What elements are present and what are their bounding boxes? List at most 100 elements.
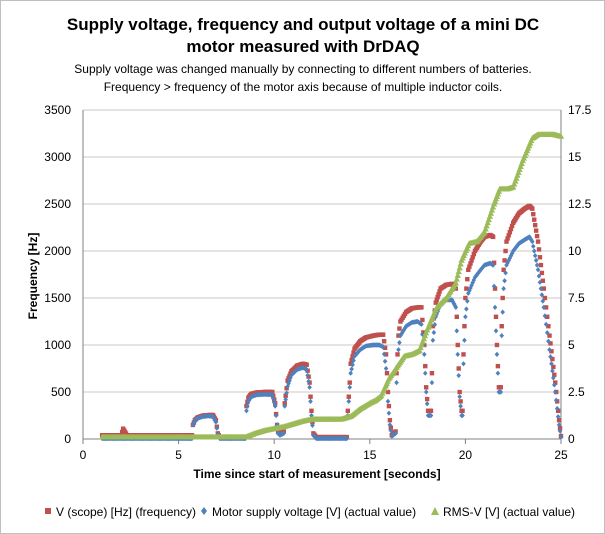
- data-point-frequency: [531, 211, 536, 217]
- series-supply-voltage: [99, 234, 564, 442]
- data-point-rms-voltage: [418, 341, 425, 348]
- data-point-frequency: [435, 294, 440, 300]
- data-point-supply-voltage: [553, 397, 559, 403]
- data-point-rms-voltage: [484, 219, 491, 226]
- data-point-frequency: [424, 385, 429, 390]
- data-point-supply-voltage: [541, 304, 547, 310]
- data-point-supply-voltage: [401, 327, 407, 333]
- data-point-supply-voltage: [500, 309, 505, 315]
- data-point-supply-voltage: [506, 257, 512, 263]
- data-point-supply-voltage: [555, 414, 561, 420]
- data-point-supply-voltage: [498, 389, 504, 395]
- data-point-supply-voltage: [549, 361, 554, 367]
- data-point-rms-voltage: [456, 264, 463, 271]
- y2-tick-label: 10: [568, 244, 582, 258]
- data-point-frequency: [547, 333, 552, 338]
- data-point-frequency: [499, 324, 504, 329]
- data-point-rms-voltage: [488, 207, 496, 213]
- data-point-frequency: [502, 258, 507, 263]
- data-point-frequency: [536, 247, 542, 252]
- data-point-frequency: [429, 371, 435, 376]
- data-point-frequency: [508, 226, 514, 232]
- data-point-frequency: [456, 366, 461, 371]
- data-point-rms-voltage: [514, 172, 521, 178]
- data-point-supply-voltage: [387, 422, 393, 428]
- data-point-supply-voltage: [394, 380, 399, 386]
- tick-layer: 0 500 1000 1500 2000 2500 3000 3500 0 2.5 5 7.5 10 12…: [44, 103, 591, 462]
- data-point-supply-voltage: [305, 372, 310, 378]
- data-point-frequency: [493, 314, 499, 319]
- data-point-frequency: [541, 286, 546, 291]
- data-point-rms-voltage: [455, 268, 462, 275]
- data-point-rms-voltage: [422, 329, 430, 336]
- data-point-supply-voltage: [557, 428, 563, 434]
- data-point-frequency: [471, 251, 477, 257]
- data-point-supply-voltage: [346, 398, 352, 404]
- data-point-frequency: [348, 361, 353, 366]
- y-axis-title: Frequency [Hz]: [26, 233, 40, 320]
- legend-marker-rms-voltage: [431, 507, 439, 515]
- legend-entry-frequency: V (scope) [Hz] (frequency): [45, 505, 196, 519]
- data-point-supply-voltage: [400, 329, 405, 335]
- data-point-frequency: [509, 223, 515, 229]
- data-point-supply-voltage: [452, 302, 458, 309]
- legend-label-frequency: V (scope) [Hz] (frequency): [56, 505, 196, 519]
- data-point-frequency: [283, 393, 288, 398]
- data-point-rms-voltage: [489, 203, 497, 210]
- data-point-supply-voltage: [543, 321, 549, 327]
- data-point-supply-voltage: [537, 279, 543, 285]
- data-point-supply-voltage: [247, 397, 252, 403]
- data-point-supply-voltage: [534, 262, 540, 268]
- chart-subtitle-line1: Supply voltage was changed manually by c…: [74, 62, 531, 76]
- data-point-supply-voltage: [449, 297, 455, 303]
- data-point-supply-voltage: [456, 372, 462, 379]
- data-point-frequency: [494, 342, 500, 348]
- data-point-frequency: [501, 267, 506, 272]
- data-point-frequency: [347, 380, 352, 385]
- axis-layer: [82, 110, 562, 444]
- data-point-supply-voltage: [490, 262, 496, 268]
- data-point-supply-voltage: [304, 366, 310, 373]
- data-point-supply-voltage: [432, 322, 438, 328]
- data-point-frequency: [385, 389, 391, 395]
- data-point-supply-voltage: [455, 351, 461, 357]
- data-point-supply-voltage: [552, 382, 557, 388]
- data-point-supply-voltage: [212, 417, 218, 423]
- grid-layer: [83, 109, 561, 393]
- data-point-frequency: [533, 228, 539, 233]
- legend-marker-frequency: [45, 508, 51, 514]
- data-point-supply-voltage: [308, 398, 313, 404]
- data-point-frequency: [469, 258, 474, 263]
- data-point-supply-voltage: [550, 368, 555, 374]
- data-point-frequency: [304, 362, 309, 367]
- data-point-supply-voltage: [539, 292, 545, 298]
- data-point-frequency: [491, 260, 497, 265]
- data-point-rms-voltage: [515, 169, 522, 175]
- data-point-frequency: [500, 295, 505, 301]
- data-point-rms-voltage: [518, 160, 525, 167]
- data-point-supply-voltage: [540, 298, 546, 304]
- data-point-frequency: [457, 389, 462, 395]
- data-point-frequency: [550, 356, 555, 362]
- data-point-supply-voltage: [214, 425, 220, 431]
- data-point-rms-voltage: [486, 213, 494, 219]
- data-point-supply-voltage: [495, 370, 501, 376]
- data-point-frequency: [540, 278, 546, 283]
- x-tick-label: 20: [459, 448, 473, 462]
- data-point-supply-voltage: [494, 351, 500, 357]
- data-point-frequency: [466, 267, 471, 272]
- chart-subtitle-line2: Frequency > frequency of the motor axis …: [104, 80, 503, 94]
- data-point-frequency: [463, 295, 468, 301]
- data-point-supply-voltage: [493, 328, 499, 334]
- data-point-frequency: [464, 286, 469, 291]
- data-point-supply-voltage: [397, 340, 402, 346]
- data-point-supply-voltage: [531, 248, 537, 254]
- data-point-frequency: [552, 372, 557, 377]
- legend-marker-supply-voltage: [201, 507, 207, 515]
- data-point-supply-voltage: [429, 380, 435, 386]
- data-point-frequency: [542, 295, 548, 301]
- data-point-rms-voltage: [485, 216, 492, 223]
- data-point-supply-voltage: [450, 299, 456, 305]
- data-point-supply-voltage: [556, 422, 562, 428]
